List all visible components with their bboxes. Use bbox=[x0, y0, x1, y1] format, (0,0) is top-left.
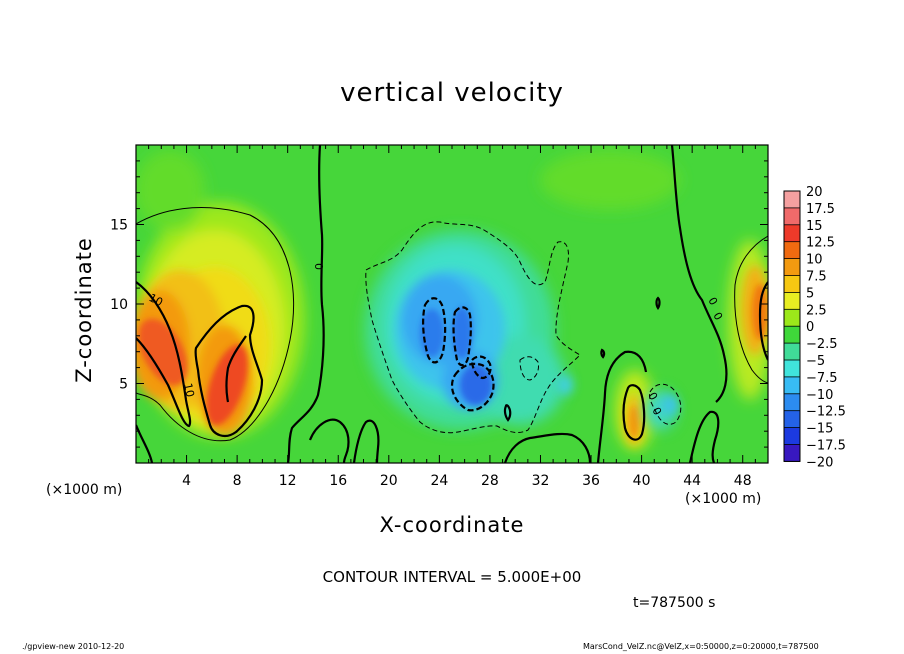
contour-10-center bbox=[194, 304, 264, 438]
colorbar-segment bbox=[784, 207, 800, 226]
contour-label-10-a: 10 bbox=[147, 291, 165, 309]
colorbar-label: 7.5 bbox=[806, 270, 827, 285]
contour-lines-dashed-thick bbox=[422, 297, 495, 412]
downdraft-cores bbox=[420, 307, 492, 405]
x-axis-label: X-coordinate bbox=[379, 513, 525, 537]
contour-neg-10-c bbox=[450, 362, 495, 412]
colorbar-segment bbox=[784, 275, 800, 293]
colorbar-label: −12.5 bbox=[806, 405, 846, 420]
contour-neg-2-5-dots bbox=[519, 356, 539, 381]
contour-0-bottom-1 bbox=[308, 418, 350, 463]
contour-2-5-left bbox=[136, 207, 295, 442]
footer-program-info: ./gpview-new 2010-12-20 bbox=[22, 642, 125, 651]
colorbar-label: 5 bbox=[806, 286, 814, 301]
colorbar-label: 0 bbox=[806, 320, 814, 335]
x-tick-label: 44 bbox=[683, 473, 701, 489]
x-tick-label: 24 bbox=[430, 473, 448, 489]
contour-2-5-right bbox=[734, 235, 768, 384]
colorbar-segment bbox=[784, 427, 800, 445]
colorbar-segment bbox=[784, 258, 800, 276]
footer-data-source: MarsCond_VelZ.nc@VelZ,x=0:50000,z=0:2000… bbox=[583, 642, 819, 651]
colorbar-segment bbox=[784, 292, 800, 310]
y-tick-label: 10 bbox=[110, 297, 128, 313]
x-tick-label: 4 bbox=[182, 473, 191, 489]
x-tick-label: 40 bbox=[633, 473, 651, 489]
contour-lines-solid bbox=[136, 145, 768, 463]
contour-10-left bbox=[136, 281, 192, 428]
contour-interval-text: CONTOUR INTERVAL = 5.000E+00 bbox=[322, 568, 582, 586]
colorbar-label: −2.5 bbox=[806, 337, 838, 352]
contour-0-small bbox=[655, 296, 661, 310]
contour-neg-10-a bbox=[422, 297, 447, 364]
x-unit-label-left: (×1000 m) bbox=[46, 482, 123, 498]
colorbar-label: 15 bbox=[806, 219, 823, 234]
contour-0-small-3 bbox=[600, 348, 606, 359]
x-tick-label: 8 bbox=[233, 473, 242, 489]
colorbar-segment bbox=[784, 376, 800, 395]
contour-lines-dashed-thin bbox=[365, 221, 682, 434]
colorbar-segment bbox=[784, 343, 800, 361]
contour-label-10-b: 10 bbox=[181, 382, 197, 398]
x-tick-label: 32 bbox=[532, 473, 550, 489]
colorbar-segment bbox=[784, 326, 800, 344]
colorbar-label: 17.5 bbox=[806, 202, 835, 217]
heatmap-field: 10 10 0 0 0 0 0 bbox=[136, 145, 768, 463]
contour-0-small-2 bbox=[503, 404, 512, 422]
colorbar-segment bbox=[784, 410, 800, 428]
contour-0-left-mid bbox=[286, 145, 325, 463]
colorbar: 20 17.5 15 12.5 10 7.55 2.5 0 −2.5 −5 −7.5 −10 −12.5… bbox=[783, 185, 846, 470]
colorbar-label: 2.5 bbox=[806, 303, 827, 318]
colorbar-segment bbox=[784, 393, 800, 411]
contour-neg-2-5 bbox=[365, 221, 581, 434]
y-tick-label: 5 bbox=[119, 377, 128, 393]
contour-10-right-edge bbox=[758, 281, 768, 361]
contour-0-bottom-left bbox=[136, 424, 154, 463]
chart-title: vertical velocity bbox=[340, 78, 564, 108]
x-unit-label-right: (×1000 m) bbox=[685, 491, 762, 507]
colorbar-label: −15 bbox=[806, 422, 833, 437]
contour-label-0-a: 0 bbox=[313, 263, 326, 270]
x-tick-label: 16 bbox=[329, 473, 347, 489]
colorbar-segment bbox=[784, 224, 800, 242]
contour-0-bottom-2 bbox=[352, 419, 380, 463]
colorbar-label: 10 bbox=[806, 253, 823, 268]
time-label: t=787500 s bbox=[633, 595, 716, 611]
contour-10-inner bbox=[225, 335, 247, 403]
contour-10-pocket bbox=[622, 384, 646, 441]
colorbar-label: 20 bbox=[806, 185, 823, 200]
colorbar-segment bbox=[784, 360, 800, 378]
colorbar-label: −7.5 bbox=[806, 371, 838, 386]
x-tick-label: 12 bbox=[279, 473, 297, 489]
colorbar-segment bbox=[784, 444, 800, 462]
y-tick-label: 15 bbox=[110, 218, 128, 234]
contour-0-right bbox=[670, 145, 728, 403]
contour-lines-thin bbox=[136, 207, 768, 442]
colorbar-label: −5 bbox=[806, 354, 825, 369]
x-tick-label: 36 bbox=[582, 473, 600, 489]
contour-0-bottom-right bbox=[688, 410, 720, 463]
colorbar-label: 12.5 bbox=[806, 236, 835, 251]
contour-0-mid-pocket bbox=[596, 350, 648, 463]
colorbar-label: −17.5 bbox=[806, 439, 846, 454]
colorbar-segment bbox=[784, 191, 800, 209]
contour-0-bottom-3 bbox=[503, 432, 592, 463]
colorbar-segment bbox=[784, 241, 800, 259]
x-tick-label: 28 bbox=[481, 473, 499, 489]
contour-neg-10-d bbox=[470, 355, 492, 380]
contour-neg-10-b bbox=[452, 306, 472, 367]
x-tick-label: 48 bbox=[734, 473, 752, 489]
colorbar-label: −20 bbox=[806, 455, 833, 470]
x-axis-ticks: 4 8 12 16 20 24 28 32 36 40 44 48 bbox=[135, 145, 769, 489]
colorbar-segment bbox=[784, 309, 800, 327]
x-tick-label: 20 bbox=[380, 473, 398, 489]
colorbar-label: −10 bbox=[806, 388, 833, 403]
y-axis-ticks: 5 10 15 bbox=[110, 144, 768, 464]
contour-neg-2-5-small bbox=[649, 383, 682, 425]
